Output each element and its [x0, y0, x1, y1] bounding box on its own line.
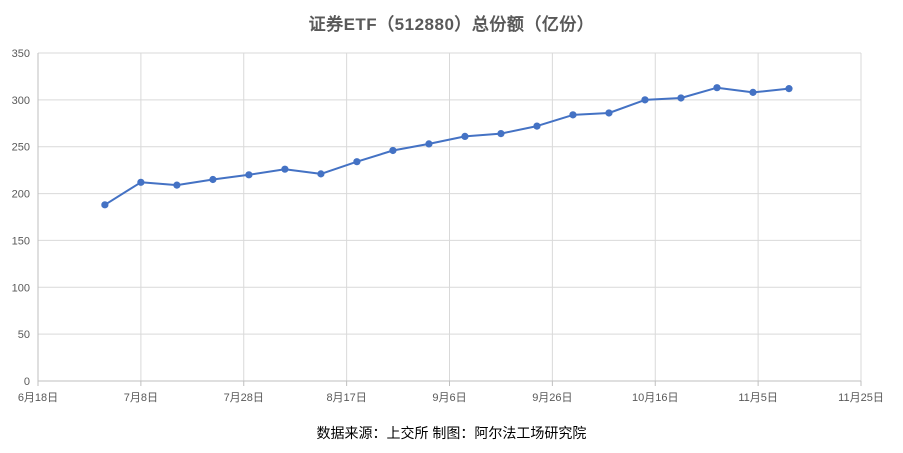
data-point [281, 165, 289, 173]
y-tick-label: 350 [12, 48, 30, 60]
y-tick-label: 0 [24, 376, 30, 388]
data-point [605, 109, 613, 117]
data-point [641, 96, 649, 104]
series-layer [101, 84, 793, 209]
data-point [569, 111, 577, 119]
x-tick-labels: 6月18日 7月8日 7月28日 8月17日 9月6日 9月26日 10月16日 11月5日 1… [18, 392, 884, 404]
y-tick-label: 300 [12, 95, 30, 107]
axes [37, 53, 862, 386]
data-point [353, 158, 361, 166]
data-point [677, 94, 685, 102]
data-point [209, 175, 217, 184]
x-tick-label: 9月26日 [532, 392, 572, 404]
x-gridlines [140, 53, 862, 381]
data-point [173, 181, 181, 189]
data-point [389, 146, 397, 155]
data-point [101, 201, 109, 209]
y-tick-label: 50 [18, 329, 30, 341]
data-point [785, 85, 793, 93]
x-tick-label: 6月18日 [18, 392, 58, 404]
y-tick-labels: 0 50 100 150 200 250 300 350 [12, 48, 30, 388]
x-tick-label: 8月17日 [326, 392, 366, 404]
chart-title: 证券ETF（512880）总份额（亿份） [308, 15, 595, 34]
data-point [713, 84, 721, 92]
data-point [317, 170, 325, 178]
line-chart: 0 50 100 150 200 250 300 350 6月18日 7月8日 7月28日 8月17… [12, 48, 884, 404]
y-tick-label: 250 [12, 142, 30, 154]
data-point [749, 88, 757, 96]
data-point [245, 171, 253, 179]
y-tick-label: 150 [12, 235, 30, 247]
x-tick-label: 7月28日 [224, 392, 264, 404]
x-tick-label: 10月16日 [632, 392, 678, 404]
data-point [425, 140, 433, 148]
source-note: 数据来源：上交所 制图：阿尔法工场研究院 [316, 425, 587, 441]
x-tick-label: 7月8日 [124, 392, 158, 404]
x-tick-label: 9月6日 [432, 392, 466, 404]
data-point [137, 178, 145, 186]
data-point [533, 122, 541, 130]
data-point [461, 132, 469, 141]
x-tick-label: 11月5日 [738, 392, 778, 404]
x-tick-label: 11月25日 [838, 392, 884, 404]
data-point [497, 129, 505, 138]
y-tick-label: 200 [12, 189, 30, 201]
series-line [104, 86, 790, 206]
y-tick-label: 100 [12, 282, 30, 294]
